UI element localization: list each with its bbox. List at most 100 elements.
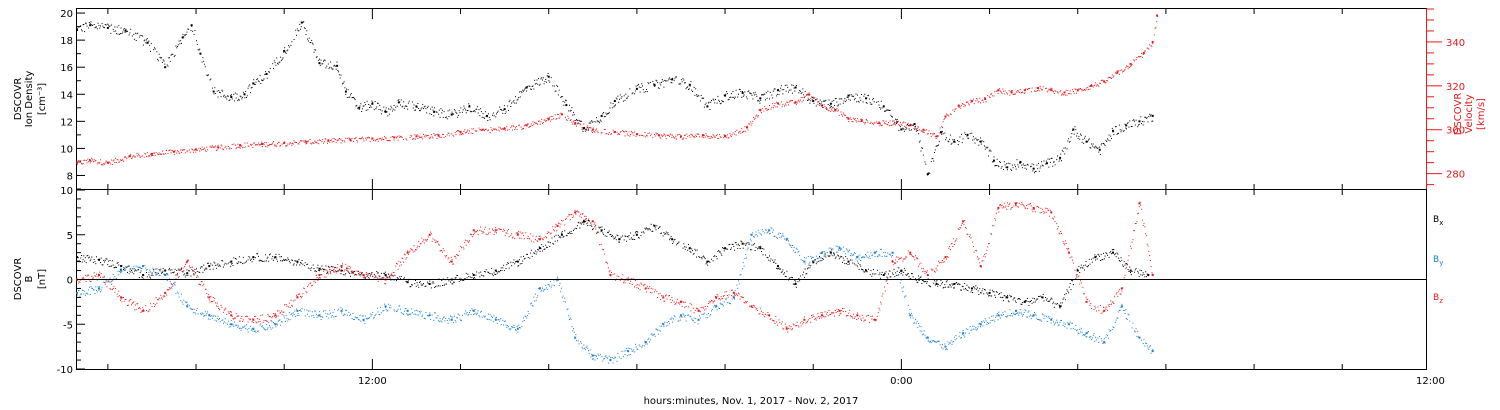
series-bx-point-sample [183, 274, 185, 276]
series-velocity-point-sample [726, 136, 728, 138]
series-ion-density-point-sample [1030, 165, 1032, 167]
series-ion-density-point-sample [209, 79, 211, 81]
series-ion-density-point [776, 89, 779, 92]
series-velocity-point-sample [325, 138, 327, 140]
series-by-point-sample [978, 323, 980, 325]
series-velocity-point-sample [328, 139, 330, 141]
series-velocity-point-sample [745, 127, 747, 128]
series-by-point-sample [577, 340, 579, 342]
series-velocity-point-sample [892, 120, 893, 122]
series-bx-point-sample [119, 268, 121, 270]
series-ion-density-point-sample [1084, 137, 1085, 139]
series-ion-density-point-sample [1109, 140, 1111, 142]
series-ion-density-point-sample [573, 111, 574, 113]
series-bx-point-sample [664, 233, 666, 235]
series-ion-density-point-sample [894, 122, 896, 124]
series-velocity-point-sample [262, 142, 264, 144]
series-by-point-sample [630, 348, 632, 350]
series-bx-point-sample [162, 267, 164, 269]
series-ion-density-point [106, 26, 109, 29]
series-bx-point-sample [488, 271, 489, 273]
series-by-point-sample [466, 312, 468, 313]
series-by-point-sample [961, 333, 963, 335]
series-ion-density-point-sample [177, 44, 179, 46]
series-velocity-point-sample [152, 155, 154, 156]
series-bx-point-sample [330, 271, 332, 273]
series-ion-density-point [1111, 129, 1114, 132]
series-ion-density-point-sample [1006, 163, 1008, 165]
series-bx-point-sample [123, 269, 124, 270]
series-ion-density-point [966, 133, 969, 136]
series-bx-point-sample [865, 269, 866, 270]
series-bx-point-sample [383, 272, 385, 274]
series-by-point-sample [271, 321, 273, 323]
series-ion-density-point-sample [749, 92, 751, 94]
series-by-point-sample [651, 333, 653, 335]
series-ion-density-point-sample [163, 60, 165, 62]
left-tick-label: 5 [67, 231, 73, 242]
series-bx-point-sample [880, 274, 882, 275]
series-bx-point-sample [692, 250, 693, 252]
series-velocity-point-sample [102, 164, 104, 166]
series-bx-point-sample [384, 271, 386, 273]
series-bx-point-sample [615, 236, 616, 238]
series-bx-point-sample [107, 260, 109, 262]
series-velocity-point-sample [392, 136, 394, 138]
series-bx-point-sample [202, 271, 204, 273]
series-by-point-sample [828, 247, 830, 249]
series-velocity-point-sample [311, 142, 313, 144]
series-velocity-point-sample [1000, 91, 1002, 93]
series-velocity-point-sample [178, 152, 180, 154]
series-velocity-point-sample [223, 149, 224, 151]
series-bx-point-sample [848, 261, 850, 263]
series-bx-point-sample [569, 231, 570, 233]
series-ion-density-point [89, 24, 92, 27]
series-ion-density-point-sample [507, 105, 509, 107]
series-ion-density-point-sample [678, 83, 680, 85]
series-velocity-point-sample [159, 153, 161, 155]
series-bx-point-sample [295, 260, 297, 262]
series-ion-density-point-sample [643, 91, 645, 93]
series-bx-point-sample [692, 253, 694, 255]
series-bx-point-sample [990, 295, 992, 297]
series-velocity-point-sample [157, 154, 159, 155]
series-ion-density-point-sample [602, 113, 604, 115]
series-ion-density-point-sample [832, 107, 834, 109]
series-bx-point-sample [346, 267, 347, 269]
series-ion-density-point-sample [446, 116, 447, 118]
series-bx-point-sample [1118, 260, 1120, 261]
series-by-point [591, 354, 594, 357]
series-velocity-point-sample [576, 123, 578, 125]
series-by-point-sample [186, 301, 188, 303]
left-tick-label: 8 [67, 171, 73, 182]
series-ion-density-point-sample [849, 99, 851, 101]
series-by-point-sample [88, 286, 90, 288]
series-by-point-sample [848, 250, 850, 252]
series-bx-point-sample [163, 273, 165, 275]
series-bx-point-sample [1011, 295, 1012, 297]
series-by-point-sample [566, 309, 568, 311]
series-by-point-sample [225, 322, 227, 324]
series-velocity-point-sample [822, 107, 824, 108]
series-velocity-point-sample [400, 136, 401, 138]
series-bx-point-sample [539, 250, 541, 252]
series-velocity-point-sample [298, 143, 300, 145]
series-by-point-sample [248, 328, 250, 329]
series-by-point-sample [359, 314, 361, 316]
series-bx-point-sample [497, 271, 499, 273]
series-ion-density-point [653, 83, 656, 86]
series-velocity-point-sample [884, 123, 886, 125]
series-velocity-point [860, 119, 863, 122]
series-by-point-sample [212, 315, 214, 317]
series-by-point-sample [188, 305, 190, 307]
series-velocity-point-sample [154, 152, 155, 154]
series-ion-density-point-sample [908, 128, 910, 130]
series-bx-point-sample [212, 268, 214, 270]
series-ion-density-point-sample [121, 33, 123, 34]
series-by-point-sample [641, 346, 643, 348]
series-by-point-sample [464, 313, 466, 315]
series-velocity-point-sample [742, 131, 743, 133]
series-bx-point-sample [940, 280, 942, 282]
series-ion-density-point-sample [1026, 163, 1028, 165]
series-ion-density-point-sample [905, 126, 907, 128]
